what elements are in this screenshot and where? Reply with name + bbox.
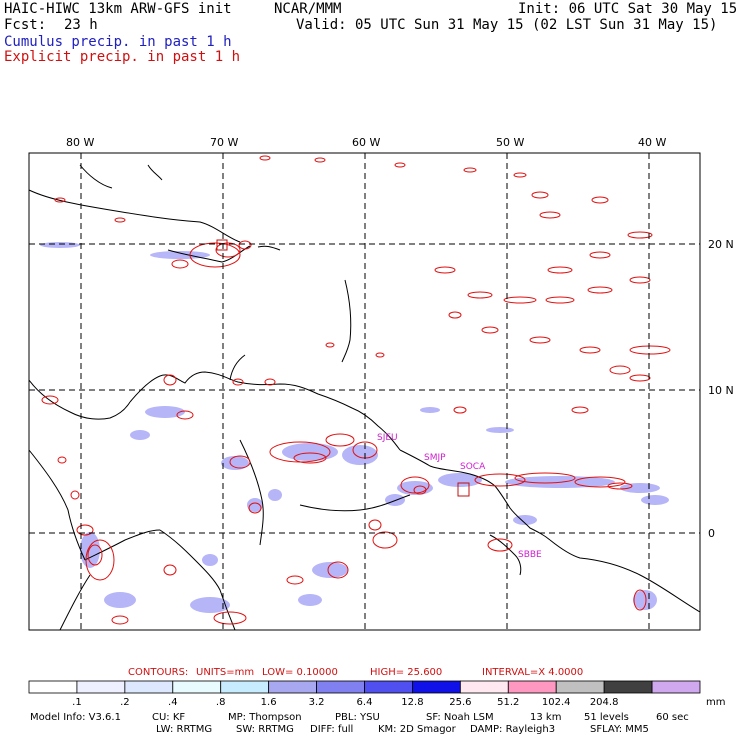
colorbar-cell: [412, 680, 461, 694]
map-frame: [28, 152, 701, 631]
resolution: 13 km: [530, 712, 562, 723]
lat-label-10n: 10 N: [708, 384, 734, 397]
station-label-smjp: SMJP: [424, 453, 446, 463]
colorbar-tick-label: 51.2: [497, 697, 519, 708]
valid-time: Valid: 05 UTC Sun 31 May 15 (02 LST Sun …: [296, 17, 718, 33]
map-panel: SJEU SMJP SOCA SBBE: [28, 152, 701, 631]
colorbar-cell: [459, 680, 509, 694]
colorbar-cell: [76, 680, 126, 694]
org-label: NCAR/MMM: [274, 1, 342, 17]
colorbar-tick-label: 25.6: [449, 697, 471, 708]
colorbar-tick-label: 12.8: [401, 697, 423, 708]
colorbar-tick-label: 6.4: [357, 697, 373, 708]
cumulus-legend: Cumulus precip. in past 1 h: [4, 34, 232, 50]
colorbar-tick-label: 102.4: [542, 697, 571, 708]
colorbar-cell: [316, 680, 365, 694]
colorbar-tick-label: .1: [72, 697, 82, 708]
colorbar: .1.2.4.8 1.6 3.2 6.4 12.8 25.6 51.2 102.4 204.8 …: [28, 680, 725, 708]
lon-label-40w: 40 W: [638, 136, 666, 149]
colorbar-cell: [507, 680, 557, 694]
microphysics-scheme: MP: Thompson: [228, 712, 302, 723]
precip-map: 80 W 70 W 60 W 50 W 40 W 20 N 10 N 0: [28, 136, 734, 631]
colorbar-cell: [364, 680, 413, 694]
colorbar-cell: [555, 680, 605, 694]
colorbar-tick-label: 3.2: [309, 697, 325, 708]
contours-high: HIGH= 25.600: [370, 667, 443, 678]
colorbar-cell: [28, 680, 78, 694]
explicit-precip-contours: [41, 155, 671, 625]
timestep: 60 sec: [656, 712, 689, 723]
graticule: [29, 153, 700, 630]
lat-label-20n: 20 N: [708, 238, 734, 251]
colorbar-tick-label: .4: [168, 697, 178, 708]
surface-scheme: SF: Noah LSM: [426, 712, 494, 723]
colorbar-tick-label: .8: [216, 697, 226, 708]
model-title: HAIC-HIWC 13km ARW-GFS init: [4, 1, 232, 17]
forecast-hour: 23 h: [64, 17, 98, 33]
contours-label: CONTOURS:: [128, 667, 189, 678]
station-box-2: [457, 482, 470, 497]
lon-label-60w: 60 W: [352, 136, 380, 149]
shortwave-scheme: SW: RRTMG: [236, 724, 294, 735]
colorbar-tick-label: .2: [120, 697, 130, 708]
surface-layer: SFLAY: MM5: [590, 724, 649, 735]
forecast-label: Fcst:: [4, 17, 47, 33]
colorbar-cell: [172, 680, 222, 694]
colorbar-unit: mm: [706, 697, 725, 708]
colorbar-tick-label: 204.8: [590, 697, 619, 708]
colorbar-cell: [268, 680, 317, 694]
explicit-legend: Explicit precip. in past 1 h: [4, 49, 241, 65]
colorbar-cell: [651, 680, 701, 694]
lon-label-80w: 80 W: [66, 136, 94, 149]
lat-label-0: 0: [708, 527, 715, 540]
damping: DAMP: Rayleigh3: [470, 724, 556, 735]
contours-low: LOW= 0.10000: [262, 667, 338, 678]
model-version: Model Info: V3.6.1: [30, 712, 121, 723]
colorbar-cell: [603, 680, 653, 694]
station-label-sbbe: SBBE: [518, 550, 542, 560]
colorbar-tick-label: 1.6: [261, 697, 277, 708]
contours-interval: INTERVAL=X 4.0000: [482, 667, 584, 678]
levels: 51 levels: [584, 712, 629, 723]
cumulus-scheme: CU: KF: [152, 712, 186, 723]
station-box-1: [216, 239, 228, 251]
pbl-scheme: PBL: YSU: [335, 712, 380, 723]
contours-units: UNITS=mm: [196, 667, 255, 678]
longwave-scheme: LW: RRTMG: [156, 724, 213, 735]
lon-label-50w: 50 W: [496, 136, 524, 149]
colorbar-cell: [220, 680, 270, 694]
colorbar-cell: [124, 680, 174, 694]
station-label-sjeu: SJEU: [377, 433, 398, 443]
diffusion: DIFF: full: [310, 724, 354, 735]
station-label-soca: SOCA: [460, 462, 486, 472]
lon-label-70w: 70 W: [210, 136, 238, 149]
init-time: Init: 06 UTC Sat 30 May 15: [518, 1, 738, 17]
km-option: KM: 2D Smagor: [378, 724, 456, 735]
